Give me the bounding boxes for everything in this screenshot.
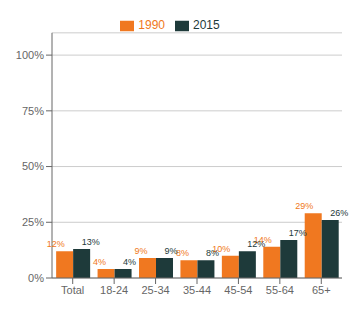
html-text:1990: 1990: [138, 18, 165, 32]
svg-text:35-44: 35-44: [183, 284, 211, 296]
svg-text:10%: 10%: [212, 243, 231, 254]
svg-text:18-24: 18-24: [100, 284, 128, 296]
svg-text:13%: 13%: [82, 237, 100, 247]
svg-text:12%: 12%: [247, 239, 265, 249]
svg-text:9%: 9%: [134, 246, 147, 256]
svg-text:100%: 100%: [16, 49, 44, 61]
svg-text:45-54: 45-54: [224, 284, 252, 296]
svg-text:75%: 75%: [22, 105, 44, 117]
svg-text:65+: 65+: [312, 284, 331, 296]
svg-text:4%: 4%: [93, 257, 106, 267]
svg-text:4%: 4%: [123, 257, 136, 267]
svg-text:12%: 12%: [47, 239, 65, 249]
svg-text:8%: 8%: [206, 248, 219, 258]
svg-text:55-64: 55-64: [266, 284, 294, 296]
svg-text:Total: Total: [61, 284, 84, 296]
svg-text:25%: 25%: [22, 216, 44, 228]
svg-text:25-34: 25-34: [142, 284, 170, 296]
svg-text:0%: 0%: [28, 272, 44, 284]
svg-text:26%: 26%: [330, 208, 348, 218]
svg-text:8%: 8%: [176, 248, 189, 258]
svg-text:29%: 29%: [295, 201, 313, 211]
html-text:2015: 2015: [193, 18, 220, 32]
svg-text:9%: 9%: [165, 246, 178, 256]
svg-text:50%: 50%: [22, 160, 44, 172]
svg-text:17%: 17%: [289, 228, 307, 238]
